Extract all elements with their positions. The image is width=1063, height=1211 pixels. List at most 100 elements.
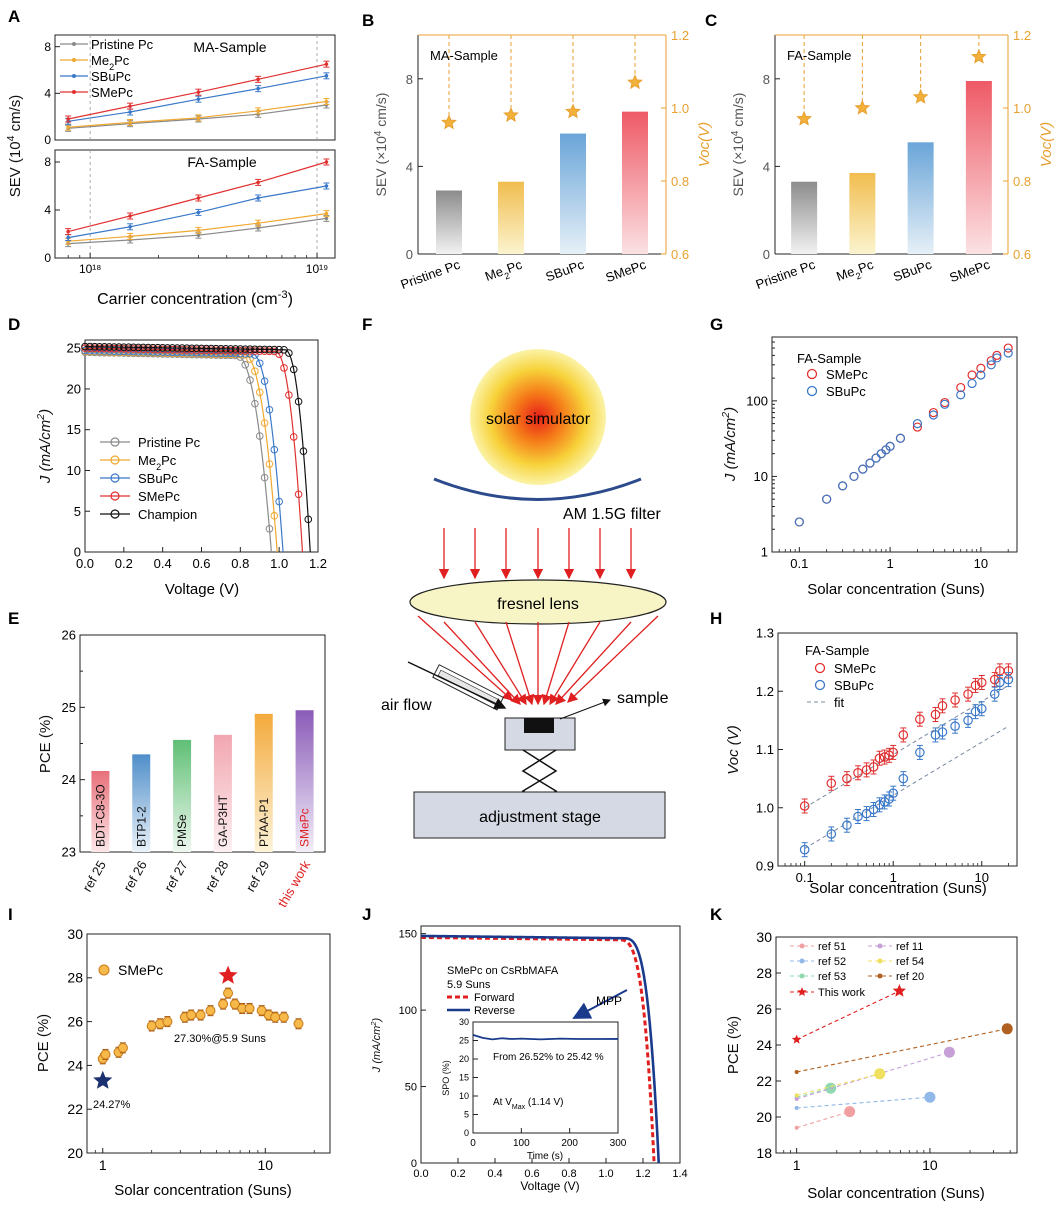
panel-d-marker (86, 342, 94, 351)
panel-d-marker (265, 345, 274, 354)
panel-k-frame (775, 936, 1018, 1154)
panel-h-y-tick-label: 0.9 (756, 859, 774, 874)
panel-d-x-tick-label: 0.4 (154, 556, 172, 571)
panel-g-point-sbupc (794, 517, 804, 527)
focused-ray-arrow (549, 621, 601, 706)
panel-b-y2-tick-label: 0.6 (671, 247, 689, 262)
panel-b-bar-me-pc (498, 181, 524, 254)
panel-g-xlabel: Solar concentration (Suns) (807, 581, 985, 598)
panel-k-y-tick-label: 28 (756, 965, 772, 981)
panel-j-inset-y-tick-label: 25 (459, 1036, 469, 1046)
focused-ray-arrow (474, 621, 527, 706)
panel-j-inset-note: From 26.52% to 25.42 % (493, 1052, 604, 1063)
panel-h-point-sbupc (868, 804, 879, 815)
panel-d-marker (120, 343, 128, 351)
panel-d-marker (251, 345, 259, 354)
panel-h-x-tick-label: 0.1 (796, 870, 814, 885)
panel-g-point-sbupc (992, 353, 1002, 363)
panel-h-point-smepc (937, 701, 948, 711)
panel-d-marker (178, 344, 186, 352)
panel-d-marker (105, 343, 114, 351)
panel-g-point-sbupc (986, 360, 996, 370)
panel-c-y-tick-label: 8 (763, 72, 770, 87)
panel-d-x-tick-label: 0.2 (115, 556, 133, 571)
panel-i-point (270, 1012, 281, 1023)
panel-c-y2label: Voc(V) (1038, 122, 1055, 167)
panel-k-point (924, 1091, 936, 1103)
chart-panel-h: 0.1 1 10 0.9 1.0 1.1 1.2 1.3 FA-Sample SMePc SBuPc… (725, 626, 1018, 897)
panel-d-curve-pristine-pc (84, 351, 272, 553)
panel-i-star-max (218, 965, 238, 984)
panel-d-xlabel: Voltage (V) (165, 581, 239, 598)
panel-j-x-tick-label: 0.6 (524, 1168, 539, 1180)
panel-g-point-smepc (976, 363, 986, 373)
panel-d-y-tick-label: 10 (67, 463, 81, 478)
panel-d-legend-label: Pristine Pc (138, 435, 201, 450)
panel-j-inset-ylabel: SPO (%) (441, 1060, 451, 1096)
panel-j-inset-x-tick-label: 0 (470, 1138, 476, 1149)
panel-b-bar-smepc (622, 111, 648, 255)
panel-d-marker (260, 473, 269, 482)
panel-d-marker (270, 445, 279, 454)
panel-k-series-this-work (796, 990, 900, 1041)
panel-h-x-tick-label: 10 (975, 870, 989, 885)
panel-h-point-smepc (915, 714, 925, 725)
panel-e-y-tick-label: 24 (62, 772, 76, 787)
panel-g-point-smepc (928, 407, 939, 418)
panel-h-point-sbupc (799, 844, 810, 855)
panel-h-y-tick-label: 1.3 (756, 626, 774, 641)
panel-i-y-tick-label: 22 (67, 1101, 83, 1117)
panel-j-curve-reverse (420, 934, 661, 1164)
panel-k-legend-marker (799, 958, 805, 964)
focused-ray-arrow (541, 621, 570, 706)
panel-j-y-tick-label: 100 (399, 1005, 417, 1017)
focused-ray-arrow (567, 615, 659, 703)
panel-c-category-label: SMePc (947, 257, 992, 286)
panel-d-legend-label: Champion (138, 507, 197, 522)
panel-label-j: J (362, 905, 371, 924)
panel-b-y-tick-label: 8 (406, 72, 413, 87)
panel-g-point-sbupc (928, 410, 939, 420)
panel-b-category-label: SMePc (604, 257, 649, 286)
panel-d-x-tick-label: 1.0 (270, 556, 288, 571)
panel-j-x-tick-label: 0.8 (561, 1168, 576, 1180)
panel-d-legend-marker (110, 509, 120, 519)
panel-h-x-tick-label: 1 (890, 870, 897, 885)
chart-panel-k: 1 10 18 20 22 24 26 28 30 ref 51 ref 52 ref 53 ref 1… (725, 929, 1018, 1202)
focused-ray-arrow (417, 615, 513, 701)
panel-i-y-tick-label: 30 (67, 926, 83, 942)
focused-light-arrows (417, 615, 659, 706)
panel-h-point-smepc (930, 709, 941, 720)
panel-g-legend-label: SBuPc (826, 384, 866, 399)
air-flow-tube (432, 664, 505, 711)
panel-h-ylabel: Voc (V) (725, 725, 742, 774)
panel-a-legend-label: Me2Pc (91, 53, 130, 72)
panel-d-marker (275, 497, 283, 506)
panel-a-y-tick-label: 8 (44, 155, 51, 169)
panel-i-point (256, 1005, 267, 1016)
panel-b-category-label: SBuPc (544, 257, 587, 285)
panel-c-bar-pristine-pc (791, 181, 818, 254)
chart-panel-d: 0.0 0.2 0.4 0.6 0.8 1.0 1.2 0 5 10 15 20 25 Pristine … (35, 339, 327, 598)
panel-g-point-sbupc (849, 471, 859, 482)
panel-d-marker (246, 376, 254, 384)
panel-k-point (794, 1093, 799, 1098)
panel-a-y-tick-label: 0 (44, 251, 51, 265)
panel-i-y-tick-label: 26 (67, 1014, 83, 1030)
panel-c-voc-star (854, 99, 871, 115)
panel-e-material-label: BTP1-2 (134, 806, 148, 847)
panel-j-mpp-arrow (572, 989, 628, 1019)
panel-d-x-tick-label: 0.8 (231, 556, 249, 571)
panel-g-point-smepc (986, 356, 996, 366)
panel-g-title: FA-Sample (797, 351, 861, 366)
panel-e-y-tick-label: 26 (62, 628, 76, 643)
panel-d-legend-label: SBuPc (138, 471, 178, 486)
panel-j-y-tick-label: 0 (411, 1158, 417, 1170)
panel-h-point-sbupc (937, 727, 948, 737)
panel-label-f: F (362, 315, 372, 334)
panel-e-bar-ref-28 (213, 734, 232, 852)
panel-b-ylabel: SEV (×104 cm/s) (373, 93, 390, 197)
panel-j-x-tick-label: 0.2 (450, 1168, 465, 1180)
panel-h-point-smepc (989, 674, 1000, 685)
solar-simulator-label: solar simulator (486, 411, 591, 428)
